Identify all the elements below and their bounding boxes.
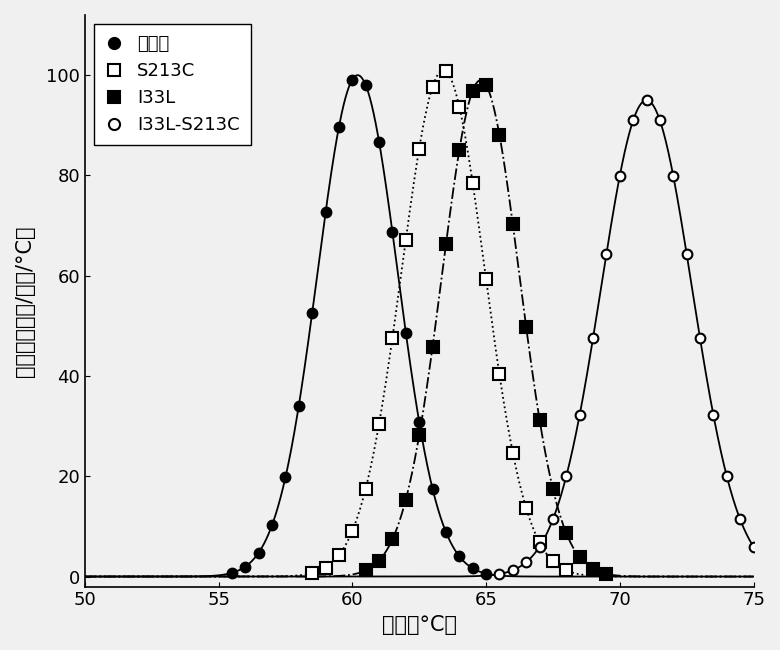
Y-axis label: 热容量（千卡/摩尔/°C）: 热容量（千卡/摩尔/°C） — [15, 225, 35, 376]
Legend: 野生型, S213C, I33L, I33L-S213C: 野生型, S213C, I33L, I33L-S213C — [94, 24, 250, 145]
X-axis label: 温度（°C）: 温度（°C） — [381, 615, 456, 635]
